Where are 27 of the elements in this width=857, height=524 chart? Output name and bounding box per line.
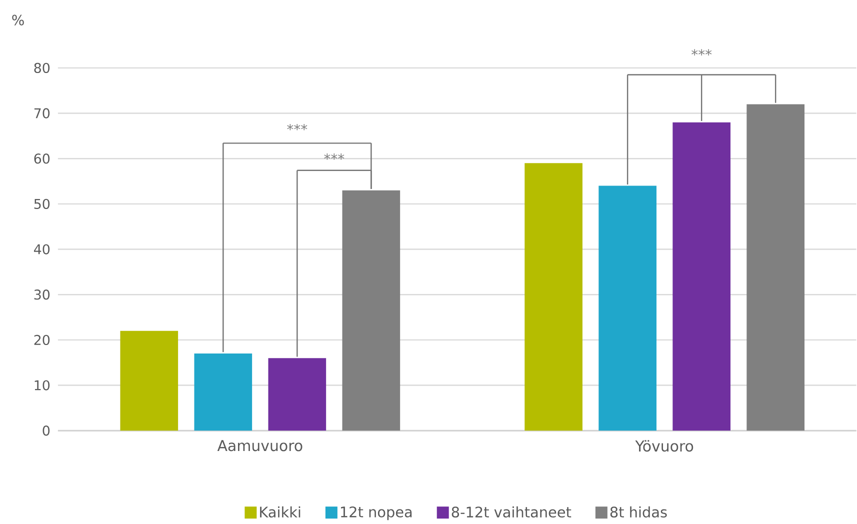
bar	[120, 331, 178, 431]
x-tick-label: Yövuoro	[635, 440, 694, 452]
y-axis-title: %	[12, 15, 24, 26]
y-tick-label: 70	[34, 108, 50, 119]
y-tick-label: 10	[34, 380, 50, 391]
text: ***	[692, 49, 712, 56]
legend-label: 8t hidas	[610, 506, 667, 518]
bar	[524, 163, 582, 431]
bar	[342, 190, 400, 431]
y-tick-label: 20	[34, 335, 50, 346]
bar	[194, 354, 252, 431]
y-tick-label: 60	[34, 154, 50, 164]
legend-label: 12t nopea	[341, 506, 412, 520]
y-tick-label: 80	[34, 63, 50, 74]
legend-label: Kaikki	[260, 506, 300, 518]
bar	[268, 358, 326, 431]
annotation: ***	[287, 124, 308, 131]
legend-label: 8-12t vaihtaneet	[452, 506, 572, 518]
bar	[672, 122, 730, 431]
y-tick-label: 50	[34, 199, 50, 210]
y-tick-label: 0	[42, 426, 50, 436]
annotation: ***	[324, 154, 344, 160]
y-tick-label: 30	[34, 290, 50, 300]
bar	[598, 186, 656, 431]
y-tick-label: 40	[34, 244, 50, 255]
x-tick-label: Aamuvuoro	[217, 440, 302, 452]
bar	[746, 104, 804, 431]
